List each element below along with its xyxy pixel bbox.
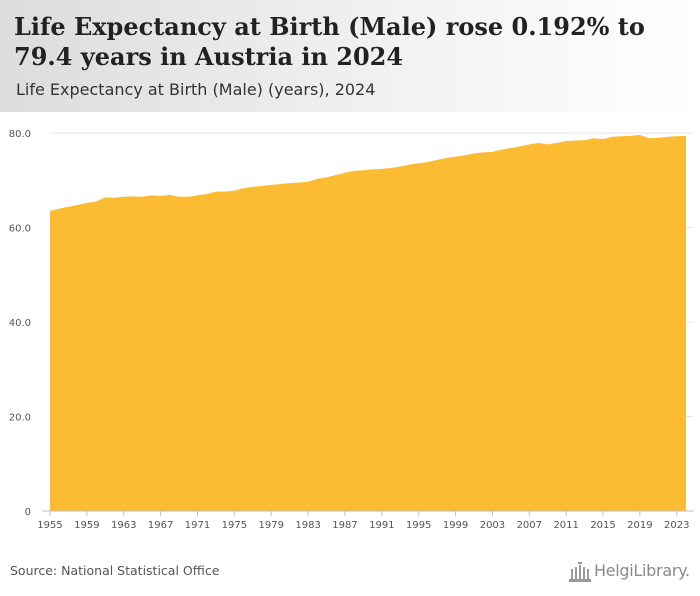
x-tick-label: 2003: [480, 520, 505, 531]
area-chart: 020.040.060.080.0 1955 1959 1963 1967 1971 19…: [9, 129, 694, 531]
x-tick-label: 2019: [627, 520, 652, 531]
x-tick-label: 1959: [74, 520, 99, 531]
series-area-path: [50, 134, 686, 511]
x-tick-label: 2015: [590, 520, 615, 531]
chart-title: Life Expectancy at Birth (Male) rose 0.1…: [14, 12, 645, 71]
y-tick-label: 20.0: [9, 413, 31, 424]
helgi-library-logo[interactable]: HelgiLibrary.: [568, 560, 692, 584]
x-tick-label: 1979: [258, 520, 283, 531]
y-tick-label: 80.0: [9, 129, 31, 140]
x-tick-label: 2007: [517, 520, 542, 531]
y-tick-label: 40.0: [9, 318, 31, 329]
y-axis-ticks: 0 20.0 40.0 60.0 80.0: [9, 129, 31, 518]
x-tick-label: 1991: [369, 520, 394, 531]
x-tick-label: 2011: [553, 520, 578, 531]
x-tick-label: 1967: [148, 520, 173, 531]
y-tick-label: 60.0: [9, 224, 31, 235]
x-tick-label: 1975: [222, 520, 247, 531]
chart-header: Life Expectancy at Birth (Male) rose 0.1…: [0, 0, 700, 112]
library-building-icon: [569, 562, 591, 582]
x-tick-label: 1955: [37, 520, 62, 531]
x-tick-label: 1963: [111, 520, 136, 531]
x-tick-label: 2023: [664, 520, 689, 531]
x-tick-label: 1999: [443, 520, 468, 531]
x-tick-label: 1983: [295, 520, 320, 531]
x-tick-label: 1971: [185, 520, 210, 531]
y-tick-label: 0: [25, 507, 31, 518]
series-area: [50, 134, 686, 511]
source-note: Source: National Statistical Office: [10, 563, 220, 578]
chart-subtitle: Life Expectancy at Birth (Male) (years),…: [16, 80, 376, 99]
x-tick-label: 1987: [332, 520, 357, 531]
x-axis-ticks: 1955 1959 1963 1967 1971 1975 1979 1983 1987 1991…: [37, 511, 690, 531]
x-tick-label: 1995: [406, 520, 431, 531]
logo-text: HelgiLibrary.: [594, 561, 690, 580]
